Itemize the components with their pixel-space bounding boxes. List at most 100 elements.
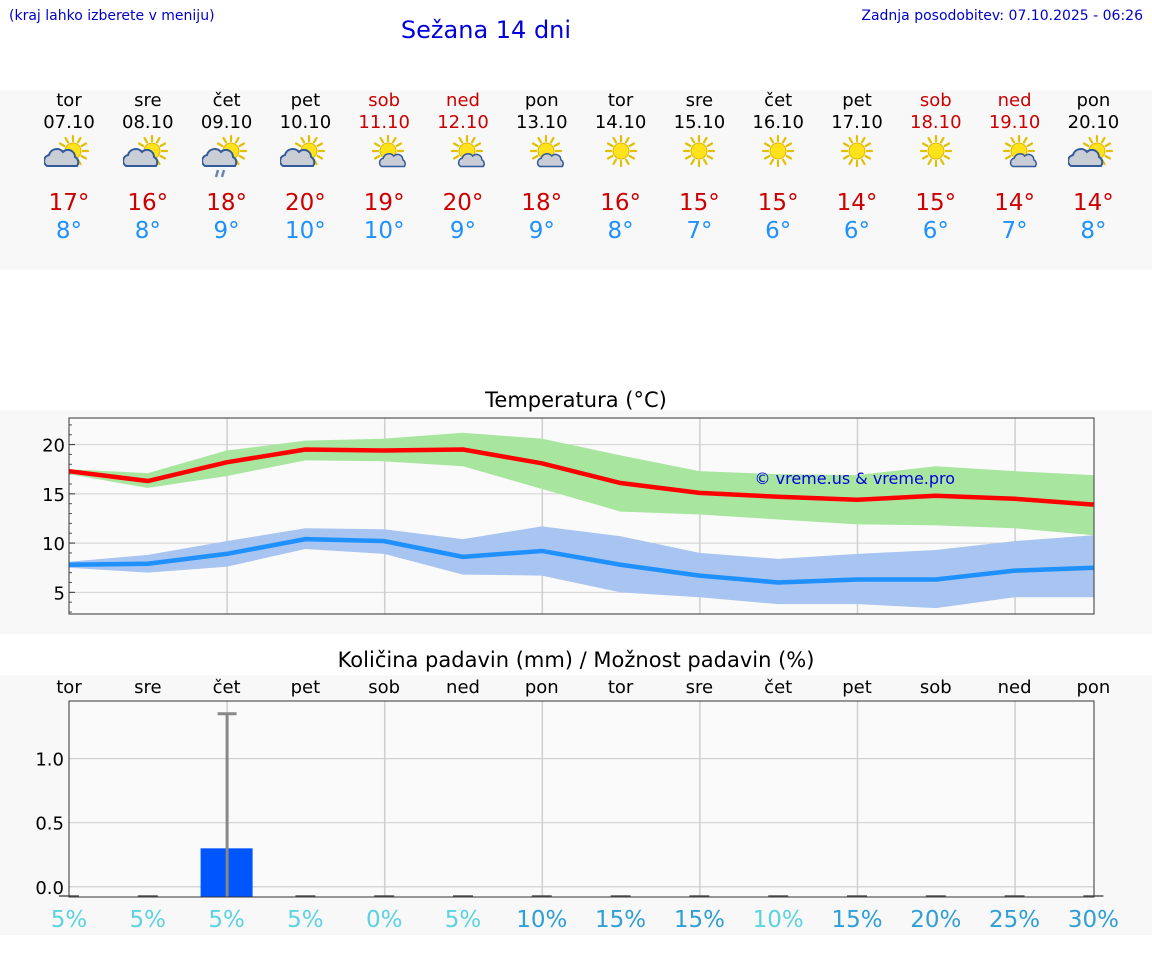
forecast-day: sob 18.10 15° 6° [896,90,976,260]
max-temperature: 14° [994,190,1035,216]
min-temperature: 7° [686,218,713,244]
x-tick-label: ned [446,677,480,698]
precip-probability: 30% [1068,907,1119,933]
precip-probability: 10% [753,907,804,933]
precip-probability: 10% [516,907,567,933]
day-date: 09.10 [200,112,253,133]
day-name: sob [368,90,401,111]
min-temperature: 10° [285,218,326,244]
day-name: čet [212,90,241,111]
min-temperature: 9° [213,218,240,244]
max-temperature: 19° [363,190,405,216]
sun-icon [911,134,961,178]
max-temperature: 17° [48,190,90,216]
max-temperature: 15° [915,190,957,216]
x-tick-label: sob [368,677,400,698]
precip-probability: 15% [831,907,882,933]
min-temperature: 8° [134,218,161,244]
min-temperature: 6° [765,218,792,244]
max-temperature: 14° [1073,190,1114,216]
precip-chart-title: Količina padavin (mm) / Možnost padavin … [337,648,815,672]
min-temperature: 6° [922,218,949,244]
sun-cloud-icon [43,134,94,178]
forecast-day: pon 13.10 18° 9° [502,90,582,260]
max-temperature: 16° [127,190,169,216]
max-temperature-line [68,447,1094,507]
max-temperature: 18° [206,190,247,216]
last-updated: Zadnja posodobitev: 07.10.2025 - 06:26 [861,8,1143,24]
sun-small-cloud-icon [990,134,1040,178]
forecast-day: pon 20.10 14° 8° [1053,90,1133,260]
day-name: ned [446,90,480,111]
sun-cloud-icon [279,134,330,178]
forecast-day: tor 07.10 17° 8° [29,90,109,260]
x-tick-label: pon [1076,677,1110,698]
min-temperature: 9° [528,218,555,244]
precip-probability: 0% [366,907,403,933]
y-tick-label: 10 [42,534,65,555]
y-tick-label: 0.0 [35,878,64,899]
precip-probability: 5% [51,907,88,933]
x-tick-label: pon [525,677,559,698]
max-temperature: 16° [600,190,641,216]
location-hint: (kraj lahko izberete v meniju) [9,8,215,24]
sun-icon [753,134,803,178]
x-tick-label: sre [686,677,713,698]
max-temperature: 15° [757,190,799,216]
forecast-day: sre 15.10 15° 7° [659,90,739,260]
x-tick-label: čet [764,677,792,698]
day-date: 16.10 [752,112,804,133]
forecast-day: pet 17.10 14° 6° [817,90,897,260]
max-temperature-range-band [69,432,1094,536]
y-tick-label: 5 [54,583,65,604]
sun-icon [674,134,724,178]
precip-probability: 5% [130,907,167,933]
x-tick-label: sre [134,677,161,698]
max-temperature: 18° [521,190,563,216]
day-date: 19.10 [988,112,1041,133]
day-date: 13.10 [516,112,568,133]
day-date: 07.10 [43,112,95,133]
x-tick-label: tor [608,677,634,698]
min-temperature: 8° [607,218,634,244]
max-temperature: 20° [285,190,326,216]
y-tick-label: 15 [42,485,65,506]
max-temperature: 20° [442,190,484,216]
day-name: pon [1076,90,1111,111]
precip-probability: 5% [445,907,482,933]
sun-small-cloud-icon [359,134,409,178]
min-temperature-line [68,536,1094,585]
x-tick-label: čet [213,677,241,698]
min-temperature: 6° [843,218,871,244]
y-tick-label: 20 [42,436,65,457]
x-tick-label: tor [56,677,82,698]
sun-cloud-rain-icon [200,134,252,178]
day-date: 18.10 [910,112,962,133]
precip-probability: 20% [910,907,961,933]
precip-probability: 5% [208,907,245,933]
x-tick-label: sob [920,677,952,698]
min-temperature: 8° [55,218,83,244]
precip-probability: 15% [674,907,725,933]
sun-cloud-icon [121,134,173,178]
day-name: sre [685,90,714,111]
y-tick-label: 1.0 [35,750,64,771]
precip-probability: 15% [595,907,646,933]
sun-icon [832,134,882,178]
plot-frame [68,700,1095,898]
forecast-day: tor 14.10 16° 8° [581,90,661,260]
sun-cloud-icon [1067,134,1118,178]
page-title: Sežana 14 dni [400,16,572,44]
day-name: čet [764,90,793,111]
min-temperature: 10° [363,218,405,244]
x-tick-label: ned [998,677,1032,698]
forecast-day: ned 12.10 20° 9° [423,90,503,260]
max-temperature: 15° [679,190,720,216]
min-temperature: 8° [1080,218,1107,244]
y-tick-label: 0.5 [35,814,64,835]
day-date: 08.10 [122,112,174,133]
day-name: tor [56,90,82,111]
day-name: pet [290,90,321,111]
day-date: 17.10 [831,112,883,133]
